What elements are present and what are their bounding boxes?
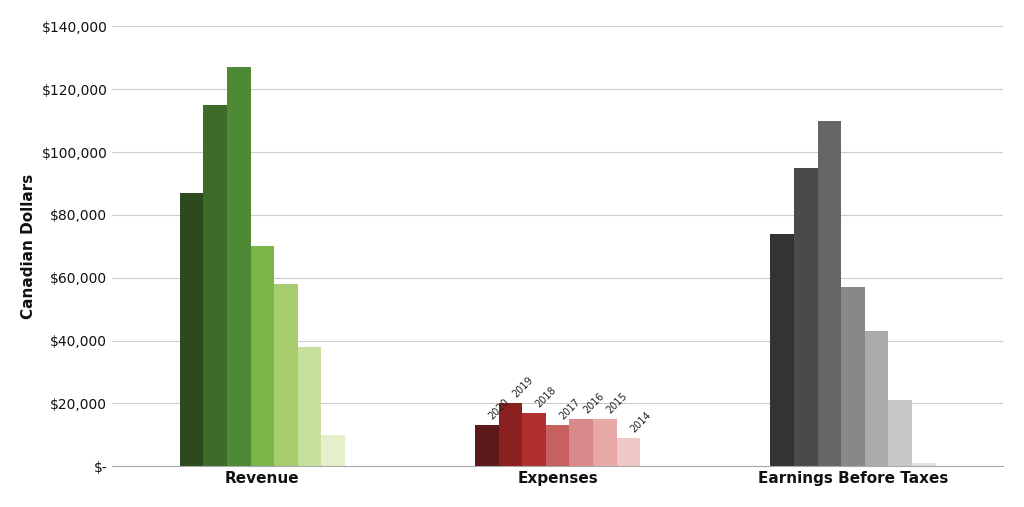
Bar [616,438,640,466]
Bar [298,347,322,466]
Bar [274,284,298,466]
Text: 2018: 2018 [535,385,558,409]
Bar [546,425,569,466]
Bar [889,401,912,466]
Bar [794,168,817,466]
Text: 2014: 2014 [629,410,653,434]
Text: 2016: 2016 [582,391,606,415]
Bar [227,67,251,466]
Text: 2015: 2015 [605,391,630,415]
Bar [841,287,865,466]
Text: 2017: 2017 [558,397,583,422]
Bar [865,331,889,466]
Y-axis label: Canadian Dollars: Canadian Dollars [20,174,36,319]
Bar [522,413,546,466]
Text: 2019: 2019 [510,375,535,400]
Bar [322,435,345,466]
Bar [912,463,936,466]
Bar [770,234,794,466]
Bar [251,246,274,466]
Bar [179,193,203,466]
Bar [593,419,616,466]
Bar [569,419,593,466]
Text: 2020: 2020 [486,397,511,422]
Bar [475,425,499,466]
Bar [203,105,227,466]
Bar [499,404,522,466]
Bar [817,121,841,466]
